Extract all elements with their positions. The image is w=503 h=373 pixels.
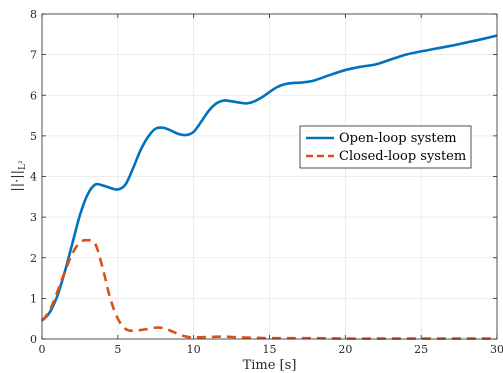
legend-label-closed-loop-system: Closed-loop system (339, 149, 466, 164)
y-axis-label-subscript: L² (18, 160, 28, 170)
y-tick-label: 8 (30, 8, 37, 21)
y-tick-label: 6 (30, 89, 37, 102)
x-tick-label: 0 (39, 343, 46, 356)
series-line-closed-loop-system (40, 238, 497, 340)
y-tick-label: 2 (30, 252, 37, 265)
y-tick-label: 0 (30, 333, 37, 346)
y-tick-label: 1 (30, 292, 37, 305)
grid-lines (42, 14, 497, 339)
legend-box (299, 125, 472, 169)
y-tick-label: 3 (30, 211, 37, 224)
x-tick-label: 10 (187, 343, 201, 356)
svg-text:||·||L²: ||·||L² (10, 160, 28, 192)
x-tick-label: 30 (490, 343, 503, 356)
y-axis-label: ||·|| (10, 170, 25, 192)
y-axis-label-group: ||·||L² (10, 160, 28, 192)
series-lines (40, 34, 498, 340)
axis-ticks: 0 5 10 15 20 25 30 0 1 2 3 4 5 6 7 8 (30, 8, 503, 356)
legend-label-open-loop-system: Open-loop system (339, 131, 457, 146)
legend: Open-loop system Closed-loop system (299, 125, 472, 169)
x-tick-label: 25 (414, 343, 428, 356)
y-tick-label: 4 (30, 171, 37, 184)
x-tick-label: 5 (114, 343, 121, 356)
x-tick-label: 15 (263, 343, 277, 356)
y-tick-label: 5 (30, 130, 37, 143)
series-line-open-loop-system (41, 34, 498, 322)
y-tick-label: 7 (30, 49, 37, 62)
x-tick-label: 20 (338, 343, 352, 356)
x-axis-label: Time [s] (243, 358, 297, 373)
